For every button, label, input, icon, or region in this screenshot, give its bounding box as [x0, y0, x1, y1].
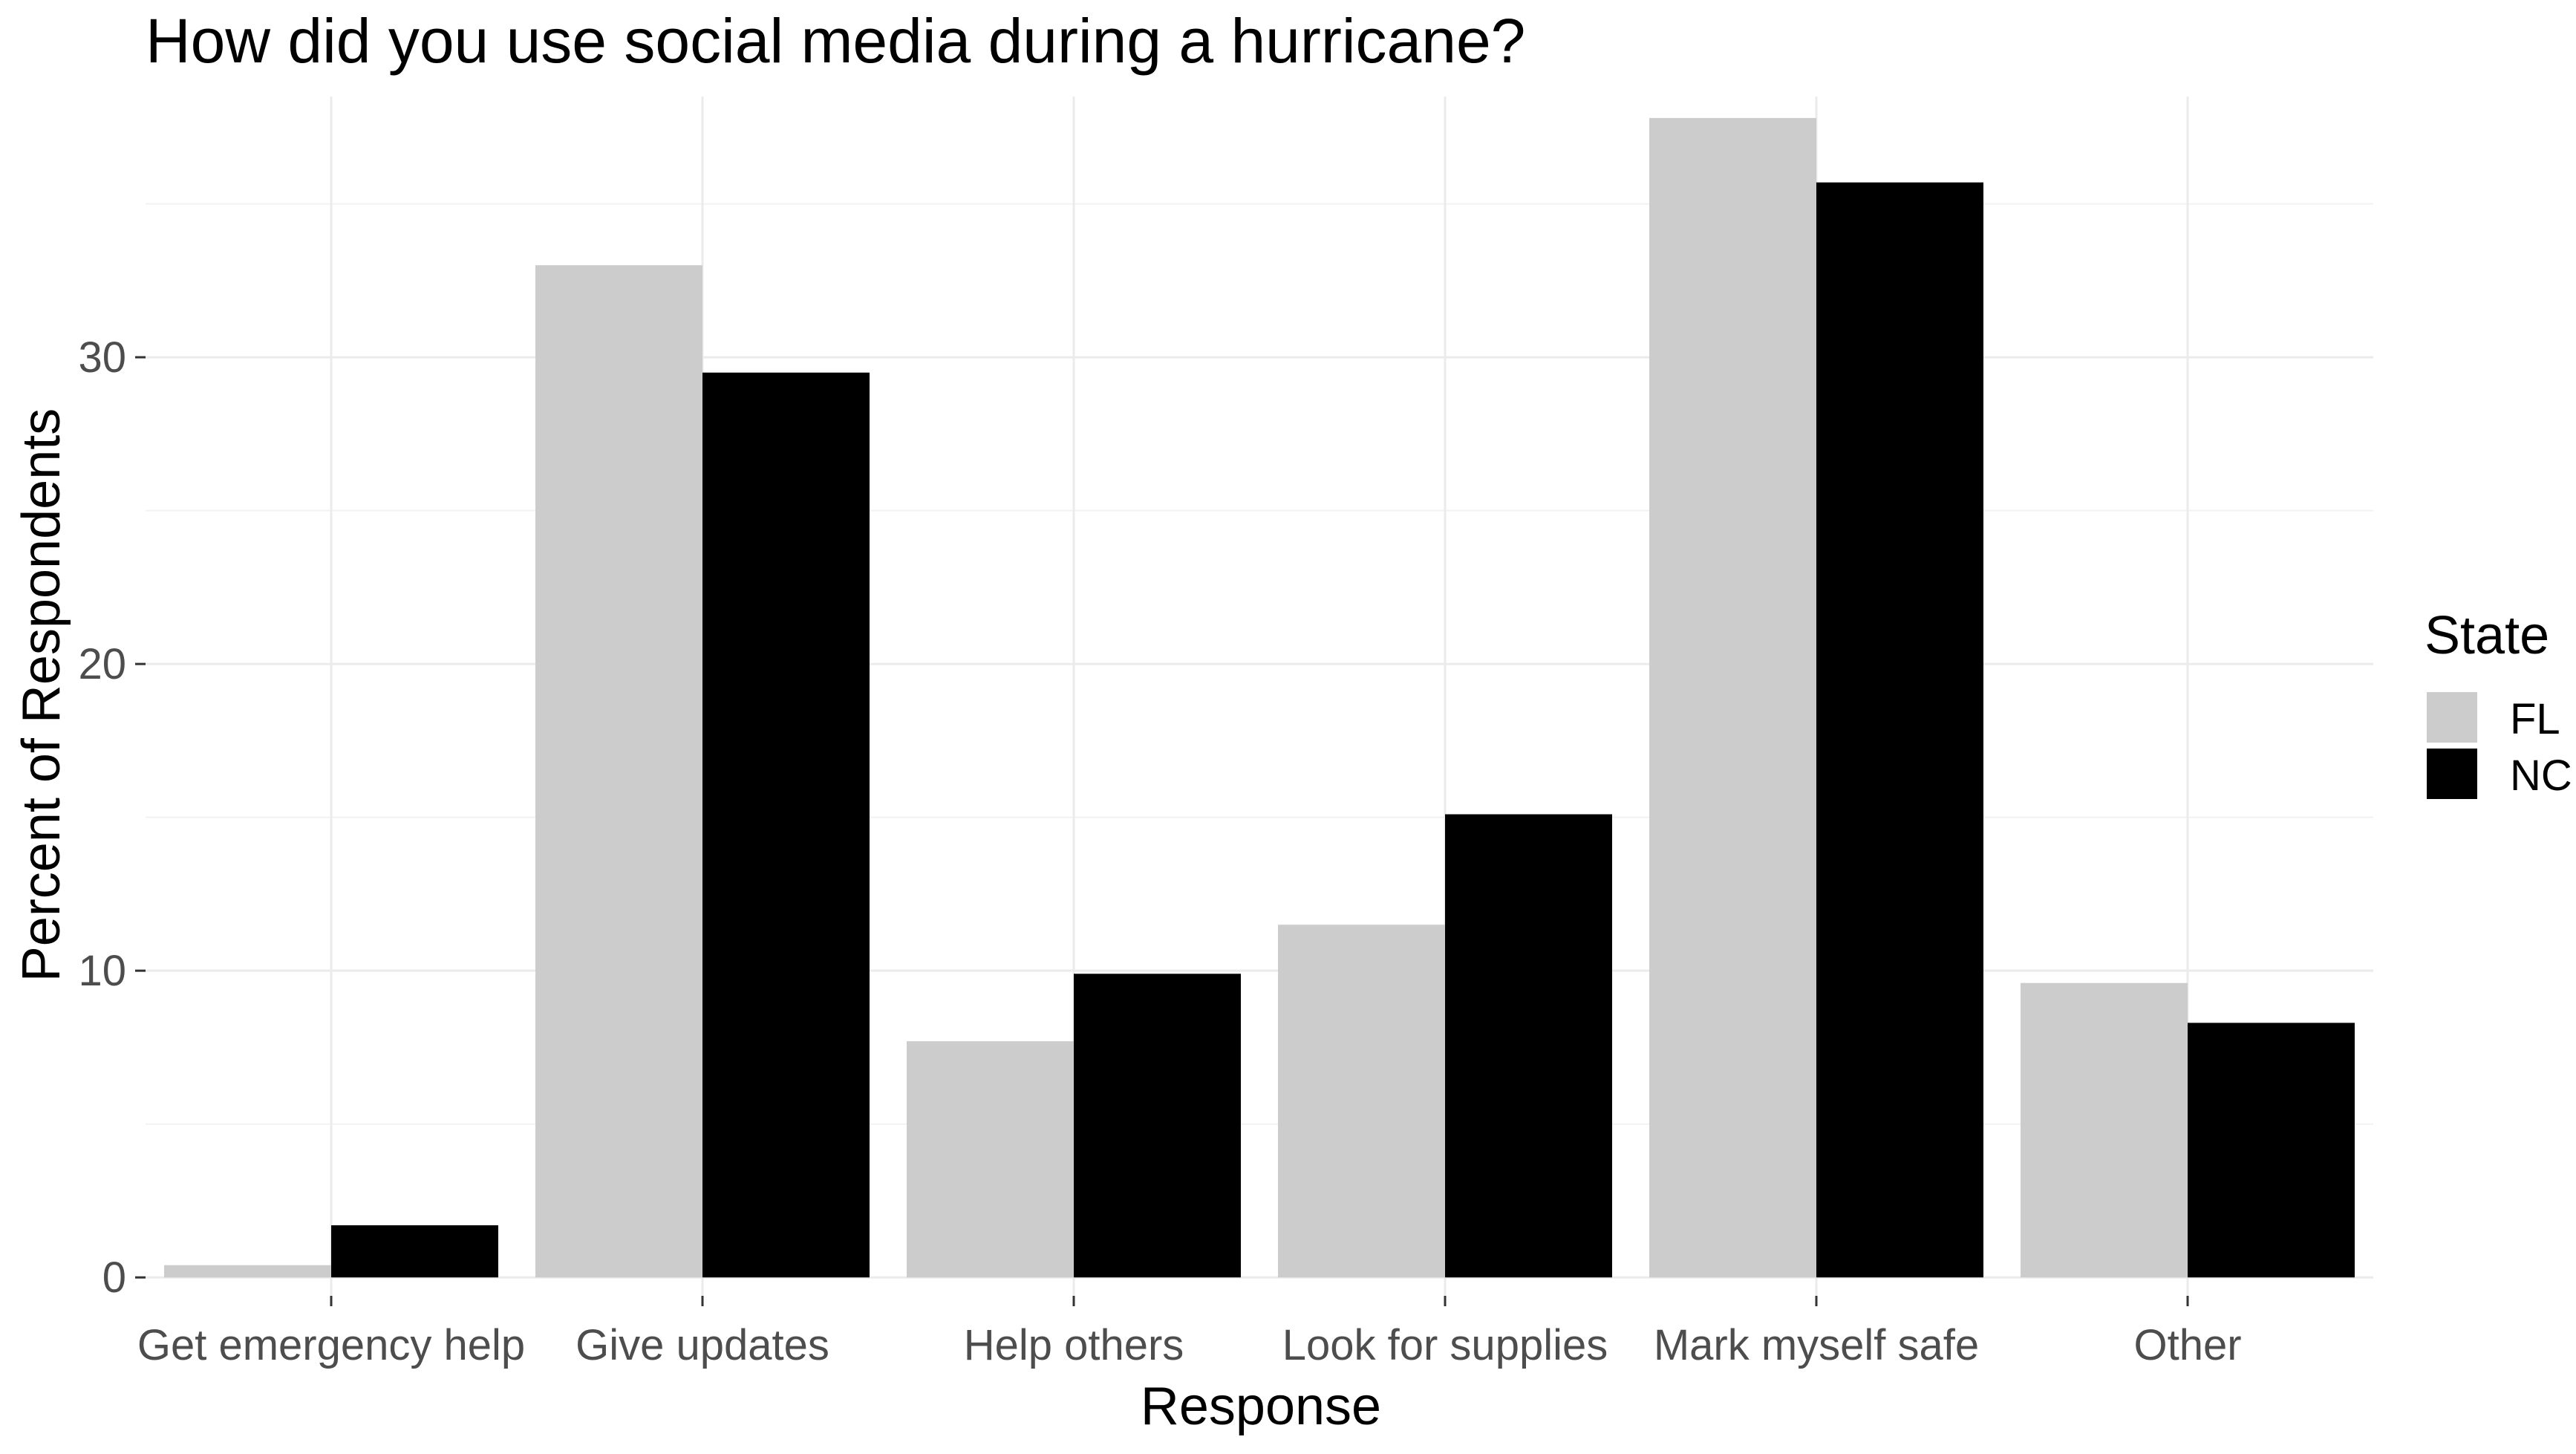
bar-nc-look-for-supplies [1445, 814, 1612, 1278]
x-tick-label: Other [2133, 1321, 2241, 1369]
legend: State FL NC [2425, 606, 2572, 800]
chart-title: How did you use social media during a hu… [146, 6, 1525, 76]
y-axis-label: Percent of Respondents [12, 408, 71, 982]
legend-label-fl: FL [2510, 695, 2560, 743]
y-tick-label: 10 [78, 947, 126, 995]
x-tick-label: Get emergency help [137, 1321, 525, 1369]
legend-title: State [2425, 606, 2549, 665]
x-tick-label: Help others [964, 1321, 1184, 1369]
y-axis: 0 10 20 30 [78, 333, 146, 1302]
bar-nc-mark-myself-safe [1816, 182, 1983, 1278]
bar-fl-help-others [907, 1041, 1074, 1278]
y-tick-label: 30 [78, 333, 126, 382]
minor-gridlines [146, 203, 2373, 1125]
bar-fl-get-emergency-help [164, 1265, 331, 1278]
bar-fl-mark-myself-safe [1649, 117, 1816, 1278]
bar-fl-other [2021, 982, 2188, 1278]
legend-key-fl [2427, 692, 2477, 743]
bar-nc-give-updates [702, 372, 870, 1278]
x-tick-label: Look for supplies [1282, 1321, 1608, 1369]
y-tick-label: 0 [102, 1253, 126, 1302]
x-axis: Get emergency help Give updates Help other… [137, 1296, 2242, 1369]
bar-nc-help-others [1074, 974, 1241, 1278]
bars [164, 117, 2355, 1278]
legend-label-nc: NC [2510, 752, 2572, 800]
y-tick-label: 20 [78, 640, 126, 688]
bar-fl-look-for-supplies [1278, 925, 1445, 1278]
bar-fl-give-updates [535, 265, 702, 1278]
x-tick-label: Mark myself safe [1654, 1321, 1979, 1369]
bar-nc-other [2188, 1023, 2355, 1278]
bar-nc-get-emergency-help [331, 1225, 498, 1278]
x-axis-label: Response [1141, 1377, 1381, 1436]
x-tick-label: Give updates [575, 1321, 829, 1369]
legend-key-nc [2427, 749, 2477, 799]
